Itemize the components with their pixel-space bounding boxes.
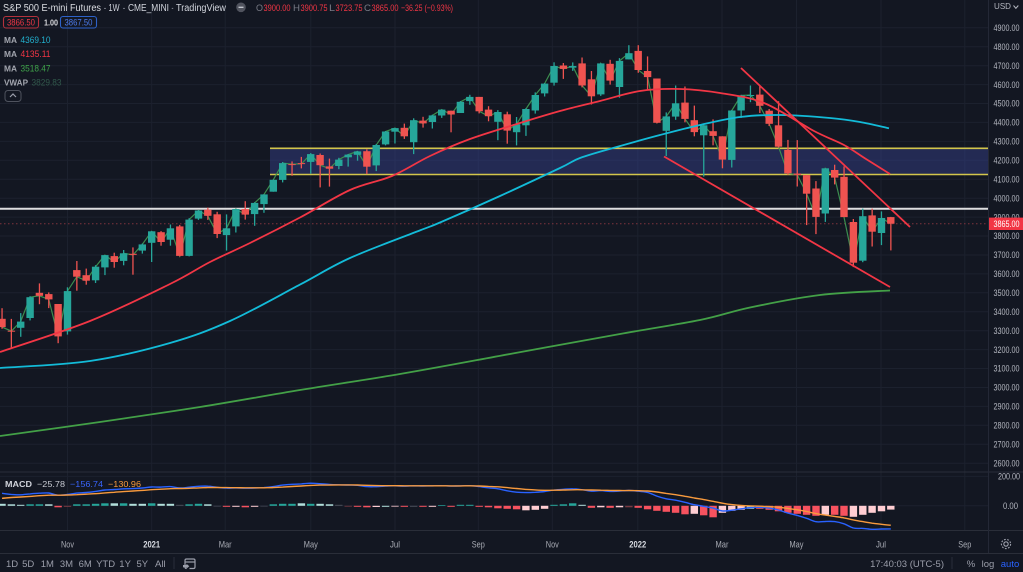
svg-text:4135.11: 4135.11: [21, 49, 51, 59]
svg-text:3865.00: 3865.00: [994, 219, 1020, 230]
svg-text:3867.50: 3867.50: [65, 18, 93, 28]
svg-text:4000.00: 4000.00: [994, 193, 1020, 204]
svg-text:3500.00: 3500.00: [994, 288, 1020, 299]
svg-text:·: ·: [121, 3, 127, 14]
svg-text:4100.00: 4100.00: [994, 174, 1020, 185]
svg-text:All: All: [155, 559, 166, 570]
svg-text:6M: 6M: [79, 559, 92, 570]
svg-text:·: ·: [170, 3, 175, 14]
svg-text:MA: MA: [4, 49, 17, 59]
svg-text:3600.00: 3600.00: [994, 269, 1020, 280]
svg-text:C: C: [364, 3, 371, 14]
svg-text:5Y: 5Y: [136, 559, 148, 570]
svg-text:Mar: Mar: [219, 540, 232, 551]
svg-text:3865.00: 3865.00: [372, 3, 399, 14]
svg-text:·: ·: [102, 3, 108, 14]
svg-text:4200.00: 4200.00: [994, 156, 1020, 167]
svg-text:5D: 5D: [22, 559, 34, 570]
svg-text:−25.78: −25.78: [37, 479, 65, 489]
svg-text:3400.00: 3400.00: [994, 307, 1020, 318]
svg-text:1W: 1W: [109, 3, 120, 14]
svg-text:Nov: Nov: [546, 540, 559, 551]
svg-text:Jul: Jul: [390, 540, 400, 551]
svg-text:1Y: 1Y: [119, 559, 131, 570]
svg-text:4400.00: 4400.00: [994, 118, 1020, 129]
svg-text:log: log: [982, 559, 995, 570]
svg-text:2022: 2022: [629, 540, 646, 551]
svg-text:4369.10: 4369.10: [21, 35, 51, 45]
svg-text:3900.00: 3900.00: [264, 3, 291, 14]
svg-text:L: L: [329, 3, 335, 14]
svg-text:%: %: [967, 559, 976, 570]
svg-text:TradingView: TradingView: [176, 3, 227, 14]
svg-text:MACD: MACD: [5, 479, 32, 489]
svg-text:3100.00: 3100.00: [994, 364, 1020, 375]
svg-text:0.00: 0.00: [1003, 501, 1018, 512]
svg-text:2800.00: 2800.00: [994, 421, 1020, 432]
svg-text:4900.00: 4900.00: [994, 23, 1020, 34]
svg-text:USD: USD: [994, 1, 1011, 11]
svg-text:3700.00: 3700.00: [994, 250, 1020, 261]
svg-text:2700.00: 2700.00: [994, 440, 1020, 451]
svg-text:CME_MINI: CME_MINI: [128, 3, 169, 14]
svg-text:4800.00: 4800.00: [994, 42, 1020, 53]
svg-text:May: May: [790, 540, 804, 551]
svg-text:3866.50: 3866.50: [7, 18, 35, 28]
svg-text:3M: 3M: [60, 559, 73, 570]
svg-text:S&P 500 E-mini Futures: S&P 500 E-mini Futures: [3, 3, 101, 14]
svg-text:4600.00: 4600.00: [994, 80, 1020, 91]
svg-text:3800.00: 3800.00: [994, 231, 1020, 242]
svg-text:Sep: Sep: [472, 540, 485, 551]
svg-text:2900.00: 2900.00: [994, 402, 1020, 413]
svg-text:Nov: Nov: [61, 540, 74, 551]
svg-text:YTD: YTD: [96, 559, 115, 570]
svg-text:2600.00: 2600.00: [994, 458, 1020, 469]
svg-text:−156.74: −156.74: [70, 479, 103, 489]
svg-text:17:40:03 (UTC-5): 17:40:03 (UTC-5): [870, 559, 944, 570]
svg-text:MA: MA: [4, 63, 17, 73]
svg-text:MA: MA: [4, 35, 17, 45]
svg-text:May: May: [304, 540, 318, 551]
svg-text:3829.83: 3829.83: [32, 78, 62, 88]
svg-text:−130.96: −130.96: [108, 479, 141, 489]
svg-text:3000.00: 3000.00: [994, 383, 1020, 394]
svg-text:H: H: [293, 3, 300, 14]
svg-text:4300.00: 4300.00: [994, 137, 1020, 148]
svg-text:4500.00: 4500.00: [994, 99, 1020, 110]
svg-text:VWAP: VWAP: [4, 78, 28, 88]
svg-text:1.00: 1.00: [44, 18, 58, 28]
svg-text:O: O: [256, 3, 263, 14]
svg-text:200.00: 200.00: [998, 472, 1020, 483]
svg-text:Jul: Jul: [876, 540, 886, 551]
svg-text:4700.00: 4700.00: [994, 61, 1020, 72]
svg-text:1D: 1D: [6, 559, 18, 570]
svg-text:3300.00: 3300.00: [994, 326, 1020, 337]
svg-text:3900.75: 3900.75: [301, 3, 328, 14]
svg-text:auto: auto: [1001, 559, 1020, 570]
svg-text:3200.00: 3200.00: [994, 345, 1020, 356]
svg-text:−36.25 (−0.93%): −36.25 (−0.93%): [401, 3, 453, 14]
svg-text:1M: 1M: [41, 559, 54, 570]
svg-text:Mar: Mar: [716, 540, 729, 551]
svg-text:3723.75: 3723.75: [336, 3, 363, 14]
svg-text:Sep: Sep: [958, 540, 971, 551]
svg-text:2021: 2021: [143, 540, 161, 551]
svg-text:3518.47: 3518.47: [21, 63, 51, 73]
